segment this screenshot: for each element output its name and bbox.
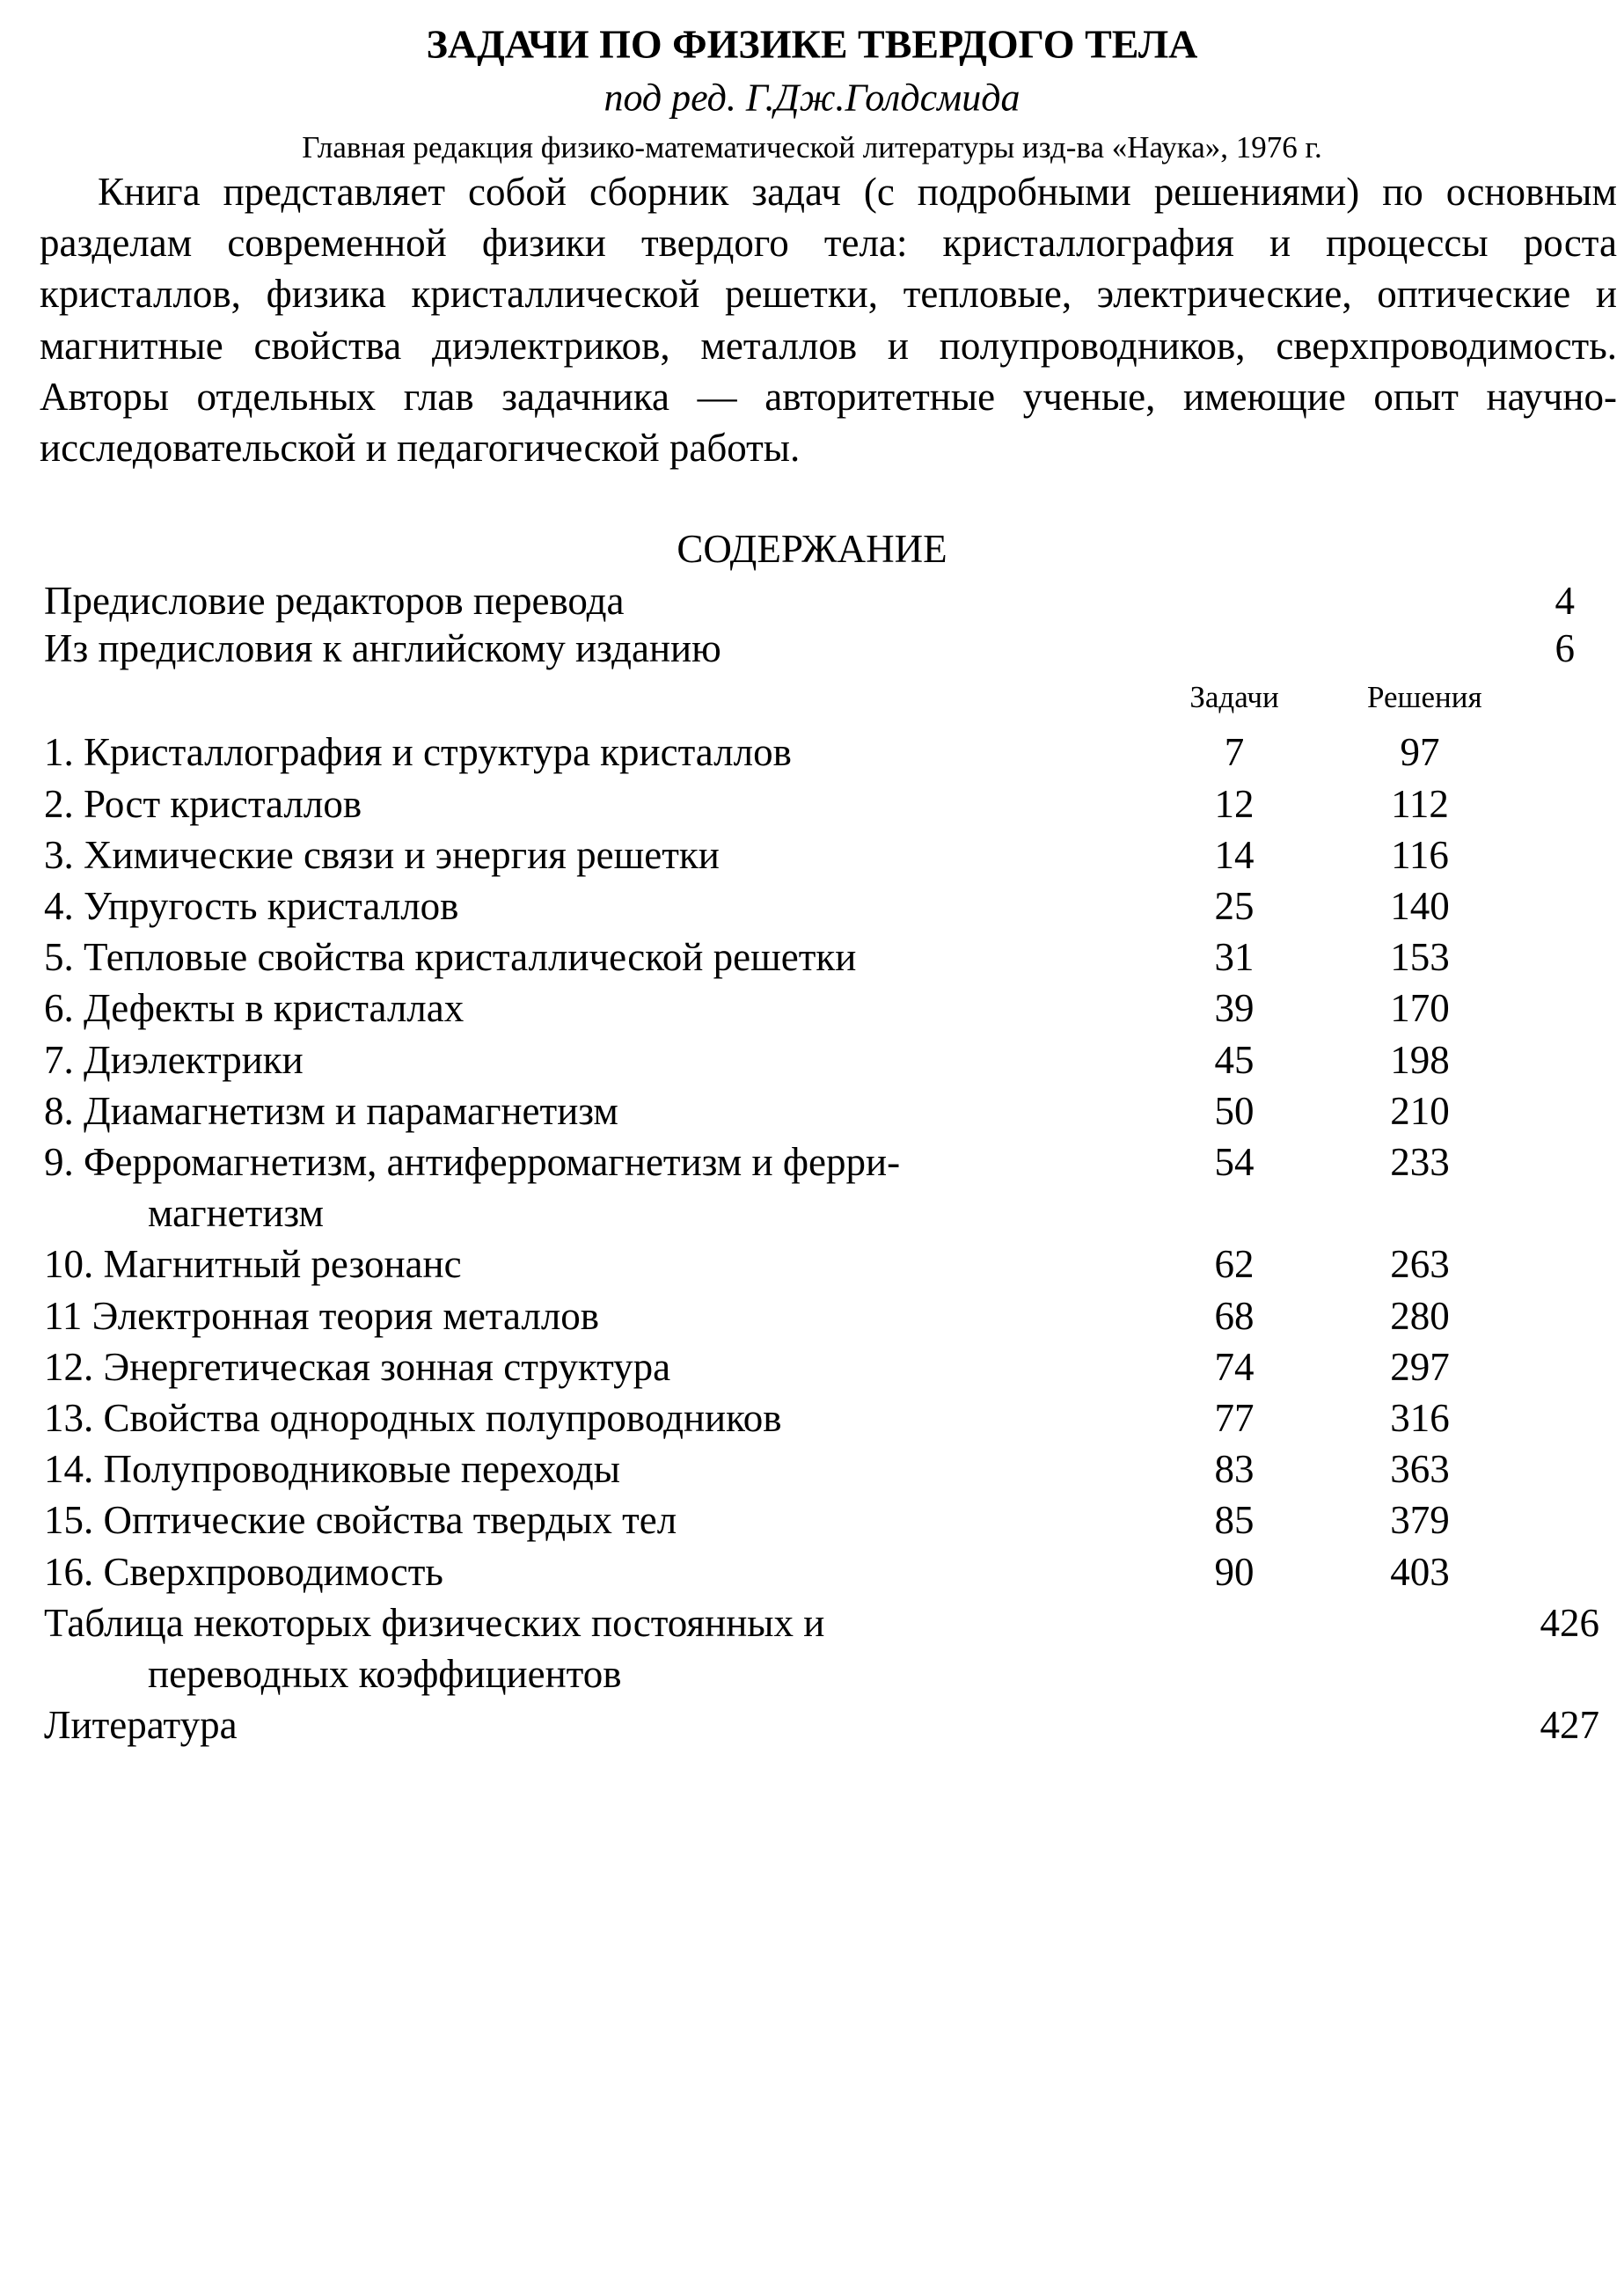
chapter-title: 11 Электронная теория металлов bbox=[44, 1293, 600, 1338]
chapter-title: 13. Свойства однородных полупроводников bbox=[44, 1396, 782, 1440]
chapter-title: 2. Рост кристаллов bbox=[44, 781, 362, 826]
chapter-problems-page: 25 bbox=[1214, 884, 1255, 928]
toc-chapter: 11 Электронная теория металлов 68 280 bbox=[0, 1290, 1624, 1341]
chapter-title: 1. Кристаллография и структура кристалло… bbox=[44, 730, 792, 775]
chapter-problems-page: 54 bbox=[1214, 1140, 1255, 1184]
chapter-solutions-page: 379 bbox=[1390, 1498, 1450, 1543]
column-header-solutions: Решения bbox=[1367, 680, 1482, 715]
chapter-title: 8. Диамагнетизм и парамагнетизм bbox=[44, 1088, 618, 1133]
chapter-solutions-page: 210 bbox=[1390, 1088, 1450, 1133]
chapter-title: 3. Химические связи и энергия решетки bbox=[44, 832, 720, 877]
chapter-problems-page: 83 bbox=[1214, 1447, 1255, 1492]
chapter-solutions-page: 263 bbox=[1390, 1242, 1450, 1287]
toc-column-headers: Задачи Решения bbox=[0, 672, 1624, 723]
chapter-title: 12. Энергетическая зонная структура bbox=[44, 1344, 671, 1389]
chapter-solutions-page: 116 bbox=[1391, 832, 1449, 877]
toc-chapter-continuation: магнетизм bbox=[0, 1188, 1624, 1239]
toc-chapter: 1. Кристаллография и структура кристалло… bbox=[0, 727, 1624, 778]
toc-chapter: 6. Дефекты в кристаллах 39 170 bbox=[0, 983, 1624, 1034]
toc-chapter: 13. Свойства однородных полупроводников 7… bbox=[0, 1392, 1624, 1443]
chapter-title: 15. Оптические свойства твердых тел bbox=[44, 1498, 677, 1543]
chapter-problems-page: 62 bbox=[1214, 1242, 1255, 1287]
chapter-problems-page: 74 bbox=[1214, 1344, 1255, 1389]
toc-entry-label: Таблица некоторых физических постоянных … bbox=[44, 1600, 825, 1645]
toc-entry: Литература 427 bbox=[0, 1699, 1624, 1750]
chapter-problems-page: 39 bbox=[1214, 986, 1255, 1031]
chapter-solutions-page: 198 bbox=[1390, 1037, 1450, 1082]
toc-chapter: 15. Оптические свойства твердых тел 85 379 bbox=[0, 1494, 1624, 1546]
chapter-solutions-page: 280 bbox=[1390, 1293, 1450, 1338]
chapter-title: 6. Дефекты в кристаллах bbox=[44, 986, 465, 1031]
chapter-solutions-page: 403 bbox=[1390, 1549, 1450, 1594]
chapter-title: 10. Магнитный резонанс bbox=[44, 1242, 462, 1287]
toc-entry: Предисловие редакторов перевода 4 bbox=[0, 575, 1624, 626]
toc-chapter: 8. Диамагнетизм и парамагнетизм 50 210 bbox=[0, 1085, 1624, 1136]
chapter-title-continuation: магнетизм bbox=[148, 1191, 325, 1236]
toc-entry-label: Предисловие редакторов перевода bbox=[44, 579, 625, 623]
chapter-title: 5. Тепловые свойства кристаллической реш… bbox=[44, 935, 857, 980]
toc-entry-page: 4 bbox=[1555, 579, 1576, 623]
book-description: Книга представляет собой сборник задач (… bbox=[40, 170, 1617, 471]
chapter-problems-page: 12 bbox=[1214, 781, 1255, 826]
chapter-problems-page: 85 bbox=[1214, 1498, 1255, 1543]
toc-chapter: 7. Диэлектрики 45 198 bbox=[0, 1034, 1624, 1085]
editor-line: под ред. Г.Дж.Голдсмида bbox=[604, 76, 1020, 120]
chapter-problems-page: 7 bbox=[1224, 730, 1245, 775]
toc-entry: Таблица некоторых физических постоянных … bbox=[0, 1597, 1624, 1648]
chapter-solutions-page: 112 bbox=[1391, 781, 1449, 826]
chapter-title: 16. Сверхпроводимость bbox=[44, 1549, 443, 1594]
toc-entry-page: 427 bbox=[1540, 1703, 1600, 1748]
toc-chapter: 9. Ферромагнетизм, антиферромагнетизм и … bbox=[0, 1136, 1624, 1188]
toc-entry: Из предисловия к английскому изданию 6 bbox=[0, 623, 1624, 674]
toc-entry-label: Из предисловия к английскому изданию bbox=[44, 626, 721, 671]
chapter-problems-page: 50 bbox=[1214, 1088, 1255, 1133]
toc-chapter: 3. Химические связи и энергия решетки 14 1… bbox=[0, 829, 1624, 881]
chapter-solutions-page: 153 bbox=[1390, 935, 1450, 980]
chapter-problems-page: 90 bbox=[1214, 1549, 1255, 1594]
publisher-line: Главная редакция физико-математической л… bbox=[302, 130, 1322, 164]
book-title: ЗАДАЧИ ПО ФИЗИКЕ ТВЕРДОГО ТЕЛА bbox=[426, 21, 1198, 67]
chapter-solutions-page: 233 bbox=[1390, 1140, 1450, 1184]
chapter-solutions-page: 297 bbox=[1390, 1344, 1450, 1389]
chapter-solutions-page: 140 bbox=[1390, 884, 1450, 928]
toc-chapter: 10. Магнитный резонанс 62 263 bbox=[0, 1239, 1624, 1290]
chapter-problems-page: 45 bbox=[1214, 1037, 1255, 1082]
toc-chapter: 2. Рост кристаллов 12 112 bbox=[0, 778, 1624, 829]
chapter-title: 9. Ферромагнетизм, антиферромагнетизм и … bbox=[44, 1140, 901, 1184]
toc-entry-label: Литература bbox=[44, 1703, 238, 1748]
chapter-title: 14. Полупроводниковые переходы bbox=[44, 1447, 620, 1492]
toc-entry-page: 6 bbox=[1555, 626, 1576, 671]
chapter-solutions-page: 316 bbox=[1390, 1396, 1450, 1440]
toc-entry-label-continuation: переводных коэффициентов bbox=[148, 1652, 622, 1696]
chapter-problems-page: 77 bbox=[1214, 1396, 1255, 1440]
chapter-problems-page: 31 bbox=[1214, 935, 1255, 980]
chapter-solutions-page: 170 bbox=[1390, 986, 1450, 1031]
toc-entry-continuation: переводных коэффициентов bbox=[0, 1648, 1624, 1699]
chapter-solutions-page: 97 bbox=[1400, 730, 1440, 775]
toc-chapter: 5. Тепловые свойства кристаллической реш… bbox=[0, 932, 1624, 983]
column-header-problems: Задачи bbox=[1189, 680, 1279, 715]
chapter-problems-page: 68 bbox=[1214, 1293, 1255, 1338]
toc-entry-page: 426 bbox=[1540, 1600, 1600, 1645]
chapter-title: 4. Упругость кристаллов bbox=[44, 884, 459, 928]
toc-chapter: 16. Сверхпроводимость 90 403 bbox=[0, 1546, 1624, 1597]
toc-chapter: 12. Энергетическая зонная структура 74 297 bbox=[0, 1341, 1624, 1392]
toc-chapter: 4. Упругость кристаллов 25 140 bbox=[0, 881, 1624, 932]
chapter-problems-page: 14 bbox=[1214, 832, 1255, 877]
chapter-solutions-page: 363 bbox=[1390, 1447, 1450, 1492]
toc-chapter: 14. Полупроводниковые переходы 83 363 bbox=[0, 1443, 1624, 1494]
toc-heading: СОДЕРЖАНИЕ bbox=[677, 527, 947, 571]
chapter-title: 7. Диэлектрики bbox=[44, 1037, 304, 1082]
